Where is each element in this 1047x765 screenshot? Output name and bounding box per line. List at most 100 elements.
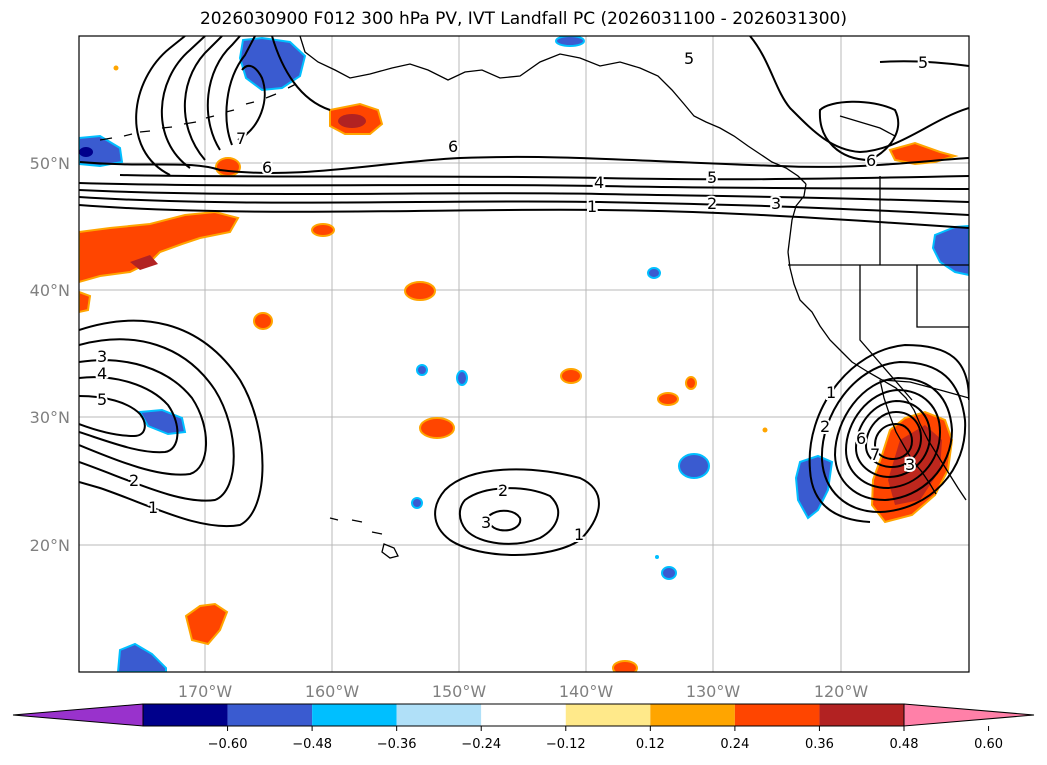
contour-c-3 [487, 509, 522, 532]
label-e-1: 1 [826, 383, 836, 402]
contour-e-7 [873, 422, 914, 461]
pv-positive-west-core [130, 255, 158, 270]
contour-w-5 [79, 395, 146, 438]
latitude-labels: 50°N 40°N 30°N 20°N [30, 154, 70, 555]
contour-labels: 7 6 6 4 5 5 1 2 3 6 5 5 3 4 5 2 1 2 3 1 … [95, 47, 930, 546]
lat-label-20n: 20°N [30, 536, 70, 555]
pv-positive-gulf-core [338, 114, 366, 128]
contour-e-1 [808, 343, 969, 471]
lon-label-140w: 140°W [559, 682, 614, 701]
colorbar-segment [565, 704, 651, 726]
lon-label-120w: 120°W [814, 682, 869, 701]
label-center-4: 4 [594, 173, 604, 192]
lon-label-170w: 170°W [178, 682, 233, 701]
hawaiian-islands [329, 517, 399, 559]
pv-positive-166w [253, 312, 273, 330]
colorbar-tick-label: 0.24 [720, 737, 749, 752]
pv-negative-top-center [555, 36, 585, 47]
contour-ne-5 [879, 60, 969, 67]
pv-positive-bottom [612, 660, 638, 672]
mexico-border [881, 379, 969, 399]
contour-band-6 [79, 155, 969, 174]
contour-north-loop [271, 36, 331, 111]
label-ne-5: 5 [918, 53, 928, 72]
contour-e-1-close [809, 469, 871, 523]
contour-c-1 [434, 468, 600, 556]
label-east-5: 5 [707, 168, 717, 187]
pv-positive-west-edge [79, 290, 92, 314]
contour-nw-lobe-5 [225, 36, 256, 146]
ivt-contours [79, 36, 969, 556]
label-w-4: 4 [97, 364, 107, 383]
state-border-2 [916, 265, 969, 328]
pv-positive-dateline-north [215, 157, 241, 177]
colorbar-segment [312, 704, 397, 726]
contour-e-2 [820, 360, 967, 514]
aleutian-islands [99, 83, 297, 141]
interior-boundary [839, 115, 896, 137]
pv-negative-151w [456, 370, 468, 386]
contour-e-5 [854, 399, 932, 479]
pv-negative-133w [678, 453, 710, 479]
label-center-1: 1 [587, 197, 597, 216]
colorbar-frame [142, 703, 905, 727]
label-c-2: 2 [498, 481, 508, 500]
contour-band-2 [79, 196, 969, 216]
colorbar-tick-label: 0.36 [805, 737, 834, 752]
baja-peninsula [879, 379, 937, 495]
pv-positive-136w [657, 392, 679, 406]
pv-positive-162w [311, 223, 335, 237]
label-nw-7: 7 [236, 129, 246, 148]
label-e-2: 2 [820, 417, 830, 436]
pv-negative-west [79, 134, 124, 168]
map-frame [78, 35, 970, 673]
contour-c-2 [458, 487, 560, 545]
label-coast-5: 5 [684, 49, 694, 68]
pv-negative-134w [661, 566, 677, 580]
pv-positive-133w [685, 376, 697, 390]
colorbar-extend-low [12, 703, 144, 727]
label-e-3: 3 [905, 455, 915, 474]
pv-positive-142w [560, 368, 582, 384]
label-e-7: 7 [870, 445, 880, 464]
colorbar-segment [819, 704, 904, 726]
label-c-3: 3 [481, 513, 491, 532]
label-e-6: 6 [856, 429, 866, 448]
pv-positive-dot-north [113, 65, 119, 71]
contour-e-6 [864, 410, 923, 469]
contour-w-4 [79, 376, 179, 454]
contour-e-4 [844, 388, 942, 490]
coastlines [99, 36, 969, 559]
label-w-3: 3 [97, 347, 107, 366]
pv-positive-west-band [79, 210, 240, 284]
lon-label-150w: 150°W [432, 682, 487, 701]
label-center-6: 6 [448, 137, 458, 156]
lat-label-30n: 30°N [30, 408, 70, 427]
contour-w-2 [79, 338, 235, 502]
longitude-labels: 170°W 160°W 150°W 140°W 130°W 120°W [178, 682, 869, 701]
contour-nw-7 [237, 64, 266, 141]
lon-label-130w: 130°W [686, 682, 741, 701]
label-w-1: 1 [148, 498, 158, 517]
contour-band-5 [119, 174, 969, 181]
contour-nw-lobe-1 [135, 36, 186, 176]
contour-band-1 [79, 204, 969, 229]
label-w-5: 5 [97, 390, 107, 409]
contour-nw-lobe-2 [160, 36, 206, 169]
map-area: 7 6 6 4 5 5 1 2 3 6 5 5 3 4 5 2 1 2 3 1 … [79, 36, 969, 672]
pv-negative-south-west [116, 642, 167, 672]
contour-band-3 [79, 189, 969, 203]
label-ne-6: 6 [866, 151, 876, 170]
map-title: 2026030900 F012 300 hPa PV, IVT Landfall… [199, 9, 847, 29]
label-east-2: 2 [707, 194, 717, 213]
label-c-1: 1 [574, 525, 584, 544]
label-east-3: 3 [771, 194, 781, 213]
colorbar-segment [396, 704, 482, 726]
colorbar: −0.60 −0.48 −0.36 −0.24 −0.12 0.12 0.24 0.36 0.4… [12, 703, 1035, 752]
lat-label-50n: 50°N [30, 154, 70, 173]
colorbar-tick-label: −0.12 [546, 737, 586, 752]
pv-negative-154w [416, 364, 428, 376]
ocean-background [79, 36, 969, 672]
colorbar-tick-label: 0.60 [974, 737, 1003, 752]
